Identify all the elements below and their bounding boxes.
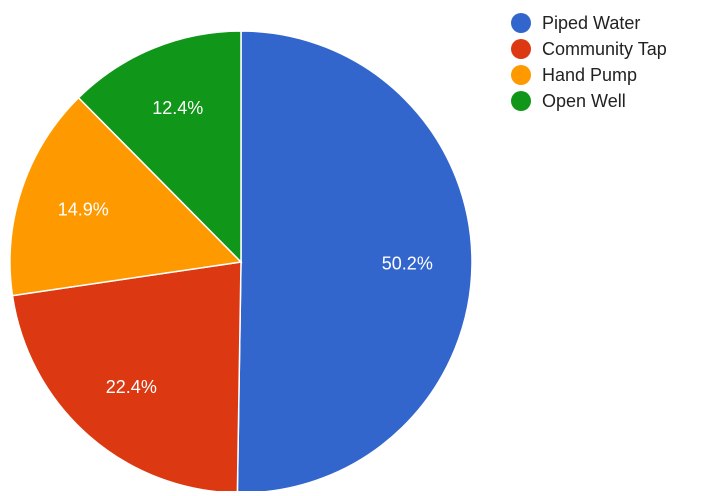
legend-label-hand-pump: Hand Pump (542, 65, 637, 85)
legend-item-hand-pump[interactable]: Hand Pump (511, 65, 637, 85)
legend-label-piped-water: Piped Water (542, 13, 640, 33)
legend-item-open-well[interactable]: Open Well (511, 91, 626, 111)
legend-item-piped-water[interactable]: Piped Water (511, 13, 640, 33)
legend-swatch-hand-pump (511, 65, 531, 85)
legend-swatch-piped-water (511, 13, 531, 33)
legend-label-community-tap: Community Tap (542, 39, 667, 59)
legend-swatch-community-tap (511, 39, 531, 59)
data-label-piped-water: 50.2% (382, 253, 433, 273)
pie-slices (9, 30, 473, 494)
legend-swatch-open-well (511, 91, 531, 111)
pie-slice-piped-water (236, 30, 473, 494)
data-label-community-tap: 22.4% (106, 377, 157, 397)
data-label-open-well: 12.4% (152, 98, 203, 118)
pie-slice-hand-pump (9, 96, 243, 297)
legend-label-open-well: Open Well (542, 91, 626, 111)
pie-slice-community-tap (11, 261, 242, 494)
pie-data-labels: 50.2% 22.4% 14.9% 12.4% (58, 98, 433, 397)
legend: Piped Water Community Tap Hand Pump Open We… (511, 13, 667, 111)
legend-item-community-tap[interactable]: Community Tap (511, 39, 667, 59)
data-label-hand-pump: 14.9% (58, 199, 109, 219)
pie-slice-open-well (77, 30, 242, 264)
